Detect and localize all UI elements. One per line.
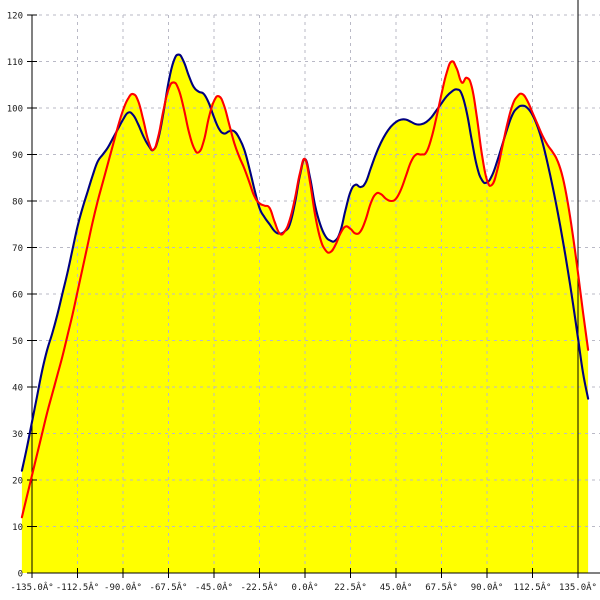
y-tick-label: 50 (12, 337, 23, 347)
envelope-area-fill (21, 54, 589, 573)
x-tick-label: -90.0Â° (104, 581, 142, 593)
y-tick-label: 80 (12, 198, 23, 208)
y-tick-label: 100 (7, 105, 23, 115)
y-tick-label: 10 (12, 523, 23, 533)
y-tick-label: 30 (12, 430, 23, 440)
x-tick-label: -45.0Â° (195, 581, 233, 593)
y-tick-label: 120 (7, 12, 23, 22)
x-tick-label: -67.5Â° (150, 581, 188, 593)
area-fill-group (21, 54, 589, 573)
series-line-red (20, 60, 590, 519)
x-tick-labels: -135.0Â° -112.5Â° -90.0Â° -67.5Â° -45.0Â° -22… (10, 581, 597, 593)
y-tick-label: 0 (18, 570, 23, 580)
y-tick-label: 20 (12, 477, 23, 487)
x-tick-label: 90.0Â° (471, 581, 504, 593)
x-tick-label: -22.5Â° (241, 581, 279, 593)
x-tick-label: 45.0Â° (380, 581, 413, 593)
x-tick-label: 135.0Â° (559, 581, 597, 593)
y-tick-label: 70 (12, 244, 23, 254)
x-tick-label: 22.5Â° (334, 581, 367, 593)
y-tick-label: 40 (12, 384, 23, 394)
x-tick-label: 112.5Â° (514, 581, 552, 593)
tick-marks (27, 14, 579, 578)
x-tick-label: -112.5Â° (56, 581, 99, 593)
x-tick-label: 67.5Â° (425, 581, 458, 593)
y-tick-labels: 0 10 20 30 40 50 60 70 80 90 100 110 120 (7, 12, 23, 580)
y-tick-label: 110 (7, 58, 23, 68)
x-tick-label: 0.0Â° (291, 581, 318, 593)
y-tick-label: 60 (12, 291, 23, 301)
x-tick-label: -135.0Â° (10, 581, 53, 593)
y-tick-label: 90 (12, 151, 23, 161)
series-group (20, 53, 590, 519)
